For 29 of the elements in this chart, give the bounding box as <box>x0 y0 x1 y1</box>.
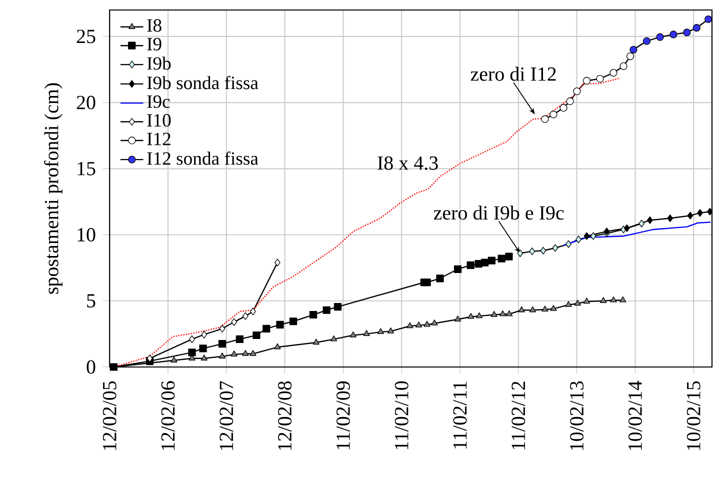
x-tick-label: 12/02/06 <box>161 381 175 450</box>
legend-label: I9 <box>147 38 162 50</box>
annotation: I8 x 4.3 <box>378 156 438 170</box>
x-tick-label: 12/02/08 <box>278 381 292 450</box>
x-tick-label: 11/02/11 <box>453 382 467 448</box>
x-tick-label: 11/02/12 <box>512 382 526 450</box>
y-axis-title: spostamenti profondi (cm) <box>44 83 62 294</box>
legend-label: I9b sonda fissa <box>147 76 258 90</box>
y-tick-label: 15 <box>78 162 96 176</box>
legend-label: I9b <box>147 56 171 70</box>
y-tick-label: 25 <box>76 30 96 44</box>
y-tick-label: 0 <box>86 360 96 374</box>
legend-label: I8 <box>147 19 162 32</box>
legend-label: I12 <box>147 132 170 146</box>
y-tick-label: 5 <box>87 294 96 308</box>
x-tick-label: 11/02/09 <box>336 381 350 450</box>
x-tick-label: 12/02/05 <box>102 381 116 450</box>
legend-label: I10 <box>147 114 171 127</box>
y-tick-label: 10 <box>78 228 96 242</box>
annotation: zero di I9b e I9c <box>434 206 564 220</box>
x-tick-label: 10/02/13 <box>570 381 584 450</box>
annotation: zero di I12 <box>470 66 556 81</box>
x-tick-label: 10/02/14 <box>628 380 642 450</box>
x-tick-label: 11/02/10 <box>394 381 408 450</box>
legend-label: I9c <box>147 95 170 108</box>
x-tick-label: 10/02/15 <box>686 381 700 450</box>
legend-label: I12 sonda fissa <box>147 151 258 165</box>
y-tick-label: 20 <box>76 96 96 110</box>
x-tick-label: 12/02/07 <box>220 381 234 450</box>
